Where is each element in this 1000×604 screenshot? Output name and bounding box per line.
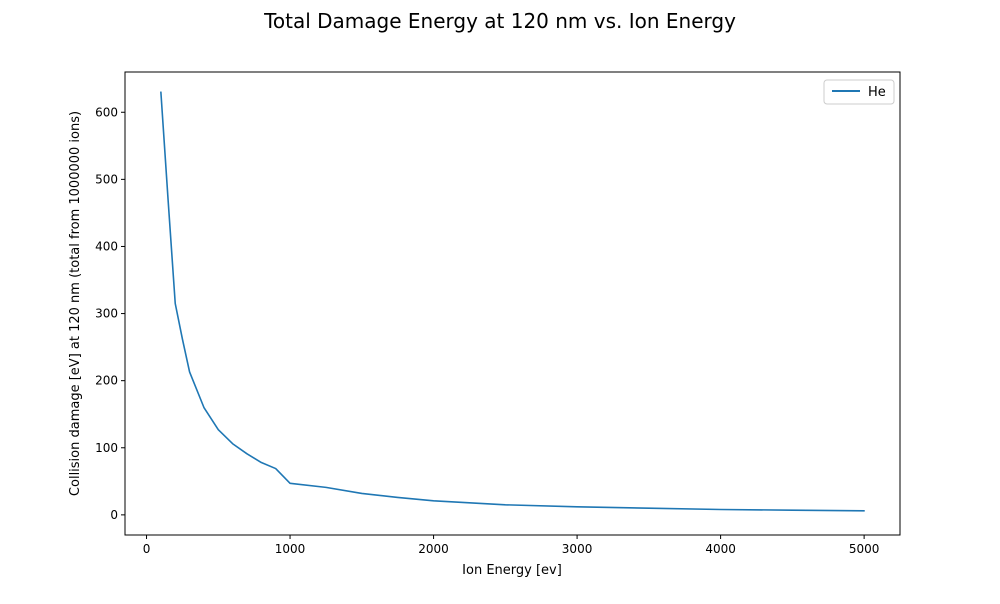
y-tick-label: 200 — [95, 374, 118, 388]
x-tick-label: 5000 — [849, 542, 880, 556]
y-tick-label: 300 — [95, 307, 118, 321]
x-axis-ticks: 0 1000 2000 3000 4000 5000 — [143, 535, 880, 556]
legend-label-he: He — [868, 85, 886, 100]
y-tick-label: 0 — [110, 508, 118, 522]
y-tick-label: 400 — [95, 239, 118, 253]
series-layer — [160, 91, 865, 512]
y-axis-ticks: 0 100 200 300 400 500 600 — [95, 105, 125, 522]
plot-area-frame — [124, 71, 901, 536]
y-tick-label: 100 — [95, 441, 118, 455]
x-tick-label: 4000 — [705, 542, 736, 556]
x-axis-label: Ion Energy [ev] — [462, 563, 562, 578]
x-tick-label: 3000 — [562, 542, 593, 556]
y-tick-label: 500 — [95, 172, 118, 186]
x-tick-label: 1000 — [275, 542, 306, 556]
y-axis-label: Collision damage [eV] at 120 nm (total f… — [68, 111, 83, 496]
x-tick-label: 0 — [143, 542, 151, 556]
x-tick-label: 2000 — [418, 542, 449, 556]
legend: He — [823, 79, 895, 105]
y-tick-label: 600 — [95, 105, 118, 119]
series-line-he — [160, 91, 865, 512]
chart-title: Total Damage Energy at 120 nm vs. Ion En… — [263, 9, 736, 33]
